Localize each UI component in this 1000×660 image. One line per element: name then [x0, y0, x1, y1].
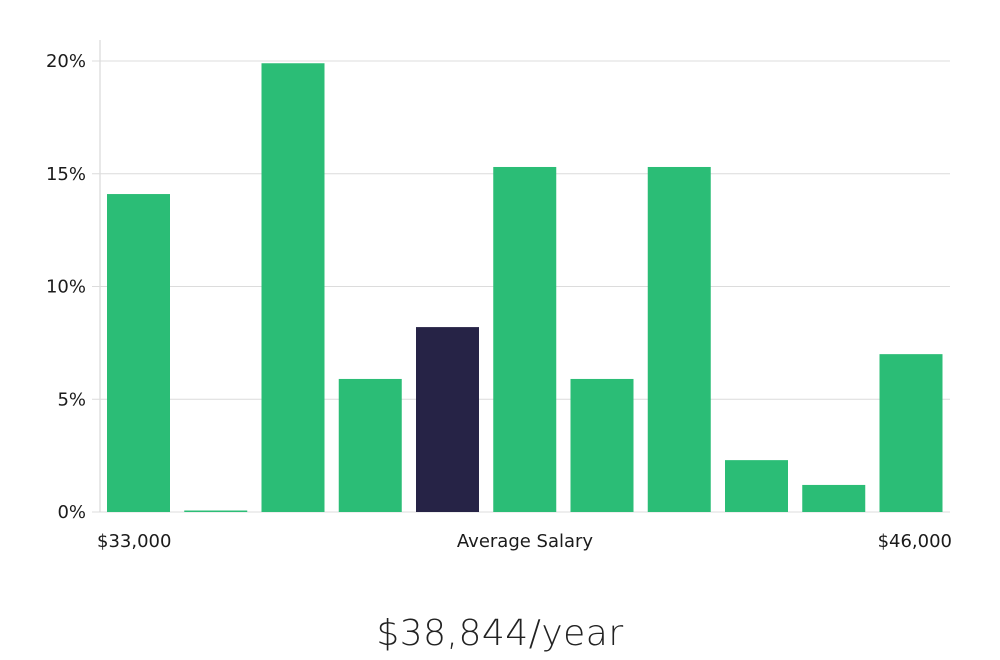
- bar-highlighted: [416, 327, 479, 512]
- bar: [725, 460, 788, 512]
- bar: [879, 354, 943, 512]
- average-salary-value: $38,844/year: [376, 613, 624, 654]
- bar: [338, 378, 402, 512]
- y-tick-label: 5%: [57, 389, 86, 410]
- y-tick-label: 10%: [46, 277, 86, 298]
- label-layer: $33,000 Average Salary $46,000: [97, 531, 952, 552]
- bar: [184, 510, 248, 512]
- y-tick-label: 15%: [46, 164, 86, 185]
- bar: [261, 63, 325, 512]
- bar-layer: [107, 63, 943, 513]
- bar: [802, 484, 866, 512]
- bar: [493, 166, 557, 513]
- x-axis-title: Average Salary: [457, 531, 594, 552]
- bar: [647, 166, 711, 513]
- x-min-label: $33,000: [97, 531, 171, 552]
- x-max-label: $46,000: [878, 531, 952, 552]
- bar: [570, 378, 634, 512]
- bar: [107, 194, 170, 513]
- chart-svg: 0% 5% 10% 15% 20% $33,000 Average Salary $46…: [46, 40, 952, 552]
- y-tick-label: 0%: [57, 502, 86, 523]
- grid-layer: 0% 5% 10% 15% 20%: [46, 40, 950, 523]
- y-tick-label: 20%: [46, 51, 86, 72]
